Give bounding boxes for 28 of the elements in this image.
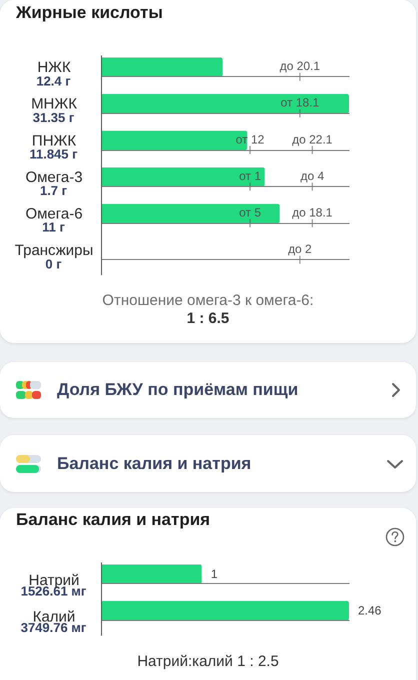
y-tick-label: Омега-6 — [25, 206, 83, 222]
data-label: 1 — [210, 567, 218, 582]
text: Баланс калия и натрия — [57, 454, 252, 474]
annotation: до 4 — [300, 168, 324, 183]
annotation: до 22.1 — [292, 132, 333, 146]
bar — [101, 204, 280, 224]
text: 1 : 6.5 — [186, 310, 230, 328]
bar — [101, 130, 248, 150]
annotation: от 1 — [239, 168, 262, 183]
text: 11.845 г — [29, 146, 78, 162]
text: Доля БЖУ по приёмам пищи — [57, 380, 298, 400]
data-label: 2.46 — [358, 604, 382, 618]
chart-title: Баланс калия и натрия — [16, 510, 210, 529]
bar — [101, 167, 265, 187]
text: 1.7 г — [40, 183, 68, 198]
annotation: до 20.1 — [280, 59, 320, 74]
annotation: до 18.1 — [292, 206, 333, 220]
annotation: от 18.1 — [280, 96, 320, 110]
annotation: от 5 — [239, 206, 262, 220]
text: Натрий:калий 1 : 2.5 — [136, 653, 280, 671]
bar — [101, 57, 223, 77]
text: 11 г — [42, 220, 66, 235]
y-tick-label: Омега-3 — [25, 168, 83, 186]
bar — [101, 94, 349, 114]
y-tick-label: ПНЖК — [32, 132, 76, 150]
text: Отношение омега-3 к омега-6: — [101, 292, 315, 310]
chart-title: Жирные кислоты — [15, 3, 163, 22]
annotation: до 2 — [288, 242, 312, 256]
